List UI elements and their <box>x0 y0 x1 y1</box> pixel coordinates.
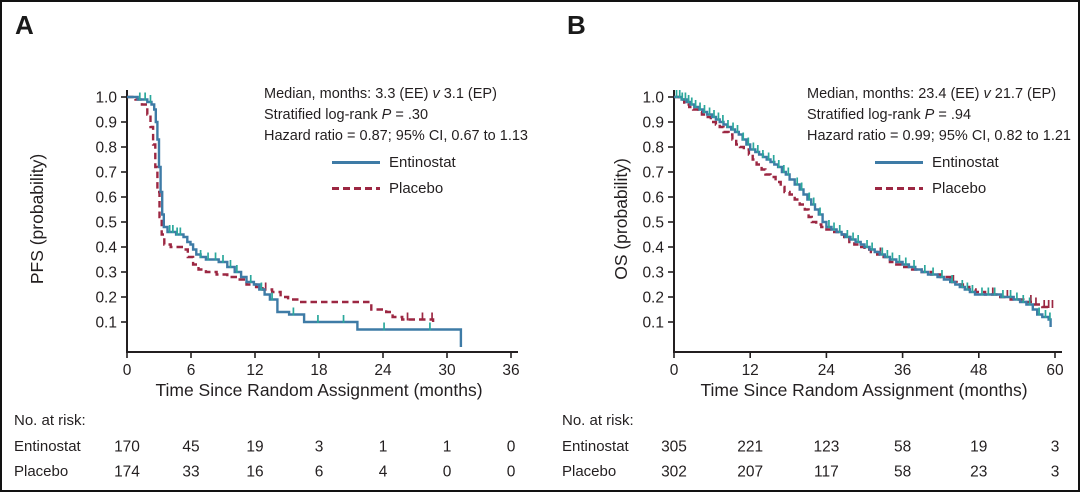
svg-text:117: 117 <box>814 464 839 481</box>
svg-text:302: 302 <box>661 464 687 481</box>
svg-text:36: 36 <box>894 362 911 379</box>
svg-text:36: 36 <box>502 362 519 379</box>
svg-text:6: 6 <box>187 362 196 379</box>
svg-text:0.5: 0.5 <box>95 215 117 232</box>
stats-annotation: Median, months: 3.3 (EE) v 3.1 (EP) Stra… <box>264 84 544 147</box>
svg-text:30: 30 <box>438 362 456 379</box>
legend-item-placebo: Placebo <box>875 175 1078 201</box>
svg-text:1: 1 <box>443 439 452 456</box>
svg-text:0.4: 0.4 <box>642 240 664 257</box>
at-risk-title: No. at risk: <box>14 412 86 429</box>
svg-text:0.3: 0.3 <box>642 265 664 282</box>
placebo-dash-swatch <box>332 186 380 190</box>
y-axis-title: PFS (probability) <box>27 153 47 285</box>
at-risk-row-label: Entinostat <box>562 438 629 455</box>
svg-text:0.7: 0.7 <box>95 165 117 182</box>
svg-text:1: 1 <box>379 439 388 456</box>
at-risk-row-label: Placebo <box>14 463 69 480</box>
svg-text:0.9: 0.9 <box>95 115 117 132</box>
svg-text:0: 0 <box>670 362 679 379</box>
legend-item-entinostat: Entinostat <box>875 149 1078 175</box>
legend-item-placebo: Placebo <box>332 175 542 201</box>
at-risk-title: No. at risk: <box>562 412 634 429</box>
panel-pfs: A 0.1 0.2 0.3 0.4 0.5 0.6 0.7 0.8 0.9 1.0 0 6 12 18 24… <box>2 2 544 490</box>
svg-text:18: 18 <box>310 362 327 379</box>
svg-text:3: 3 <box>1051 439 1060 456</box>
svg-text:0.8: 0.8 <box>642 140 664 157</box>
svg-text:0.3: 0.3 <box>95 265 117 282</box>
hazard-line: Hazard ratio = 0.87; 95% CI, 0.67 to 1.1… <box>264 128 528 144</box>
y-axis-title: OS (probability) <box>611 158 631 280</box>
svg-text:0.1: 0.1 <box>95 315 117 332</box>
svg-text:0: 0 <box>507 464 516 481</box>
svg-text:4: 4 <box>379 464 388 481</box>
entinostat-line-swatch <box>332 160 380 164</box>
svg-text:0: 0 <box>443 464 452 481</box>
svg-text:0.2: 0.2 <box>642 290 664 307</box>
svg-text:3: 3 <box>315 439 324 456</box>
svg-text:0.2: 0.2 <box>95 290 117 307</box>
at-risk-row-label: Placebo <box>562 463 617 480</box>
entinostat-line-swatch <box>875 160 923 164</box>
svg-text:0.8: 0.8 <box>95 140 117 157</box>
svg-text:0.6: 0.6 <box>95 190 117 207</box>
svg-text:1.0: 1.0 <box>95 90 117 107</box>
svg-text:0.4: 0.4 <box>95 240 117 257</box>
svg-text:0.7: 0.7 <box>642 165 664 182</box>
placebo-dash-swatch <box>875 186 923 190</box>
median-line: Median, months: 23.4 (EE) v 21.7 (EP) <box>807 86 1057 102</box>
svg-text:305: 305 <box>661 439 687 456</box>
svg-text:45: 45 <box>182 439 199 456</box>
svg-text:24: 24 <box>374 362 392 379</box>
svg-text:58: 58 <box>894 464 911 481</box>
svg-text:48: 48 <box>970 362 987 379</box>
median-line: Median, months: 3.3 (EE) v 3.1 (EP) <box>264 86 497 102</box>
hazard-line: Hazard ratio = 0.99; 95% CI, 0.82 to 1.2… <box>807 128 1071 144</box>
svg-text:33: 33 <box>182 464 199 481</box>
svg-text:24: 24 <box>818 362 836 379</box>
svg-text:12: 12 <box>246 362 263 379</box>
svg-text:60: 60 <box>1046 362 1064 379</box>
svg-text:0: 0 <box>123 362 132 379</box>
svg-text:0.6: 0.6 <box>642 190 664 207</box>
svg-text:23: 23 <box>970 464 987 481</box>
stats-annotation: Median, months: 23.4 (EE) v 21.7 (EP) St… <box>807 84 1078 147</box>
svg-text:123: 123 <box>813 439 839 456</box>
svg-text:58: 58 <box>894 439 911 456</box>
svg-text:16: 16 <box>246 464 263 481</box>
at-risk-row-label: Entinostat <box>14 438 81 455</box>
svg-text:19: 19 <box>246 439 263 456</box>
svg-text:174: 174 <box>114 464 140 481</box>
x-axis-title: Time Since Random Assignment (months) <box>700 380 1028 400</box>
pfs-km-plot: 0.10.20.30.40.50.60.70.80.91.00 6 12 18 24 30… <box>95 90 519 481</box>
panel-label-a: A <box>15 10 34 40</box>
svg-text:0.5: 0.5 <box>642 215 664 232</box>
svg-text:221: 221 <box>737 439 763 456</box>
svg-text:207: 207 <box>737 464 763 481</box>
logrank-line: Stratified log-rank P = .94 <box>807 107 972 123</box>
svg-text:6: 6 <box>315 464 324 481</box>
svg-text:170: 170 <box>114 439 140 456</box>
panel-label-b: B <box>567 10 586 40</box>
legend: Entinostat Placebo <box>875 149 1078 201</box>
svg-text:1.0: 1.0 <box>642 90 664 107</box>
svg-text:0.9: 0.9 <box>642 115 664 132</box>
logrank-line: Stratified log-rank P = .30 <box>264 107 429 123</box>
svg-text:0: 0 <box>507 439 516 456</box>
os-km-plot: 0.1 0.2 0.3 0.4 0.5 0.6 0.7 0.8 0.9 1.0 0 12 24 36 48 6… <box>642 90 1064 481</box>
svg-text:19: 19 <box>970 439 987 456</box>
legend-item-entinostat: Entinostat <box>332 149 542 175</box>
svg-text:0.1: 0.1 <box>642 315 664 332</box>
svg-text:12: 12 <box>742 362 759 379</box>
panel-os: B 0.1 0.2 0.3 0.4 0.5 0.6 0.7 0.8 0.9 1.0 0 12 24 36 4… <box>542 2 1078 490</box>
x-axis-title: Time Since Random Assignment (months) <box>155 380 483 400</box>
svg-text:3: 3 <box>1051 464 1060 481</box>
legend: Entinostat Placebo <box>332 149 542 201</box>
